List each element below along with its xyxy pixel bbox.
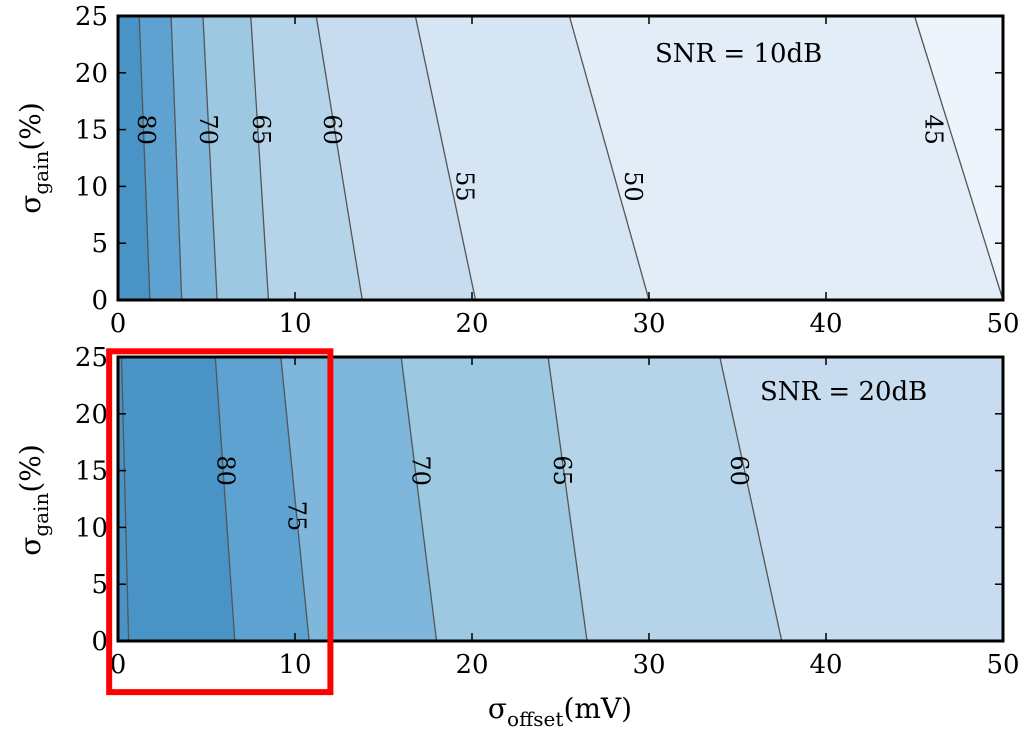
x-tick-label: 0 — [110, 309, 127, 339]
top-plot-frame — [116, 14, 1005, 302]
contour-line-65 — [547, 356, 588, 642]
y-tick-label: 0 — [91, 286, 108, 316]
contour-label: 50 — [619, 171, 647, 202]
y-tick-label: 10 — [75, 172, 108, 202]
y-tick-label: 25 — [75, 343, 108, 373]
x-tick-label: 30 — [632, 309, 665, 339]
contour-label: 75 — [283, 501, 311, 532]
x-tick-label: 10 — [278, 650, 311, 680]
contour-line-60 — [250, 15, 270, 301]
x-tick-label: 0 — [110, 650, 127, 680]
x-tick-label: 20 — [455, 650, 488, 680]
contour-line-70 — [400, 356, 438, 642]
x-tick-label: 50 — [986, 650, 1019, 680]
y-tick-label: 15 — [75, 116, 108, 146]
contour-line-80 — [214, 356, 236, 642]
contour-label: 70 — [194, 114, 222, 145]
x-axis-title: σoffset(mV) — [488, 692, 632, 731]
contour-label: 60 — [318, 114, 346, 145]
y-tick-label: 20 — [75, 59, 108, 89]
contour-line-60 — [719, 356, 783, 642]
contour-line-50 — [414, 15, 477, 301]
y-tick-label: 0 — [91, 627, 108, 657]
contour-label: 55 — [451, 171, 479, 202]
contour-line-45 — [568, 15, 650, 301]
y-tick-label: 5 — [91, 229, 108, 259]
contour-label: 80 — [132, 114, 160, 145]
contour-label: 65 — [548, 455, 576, 486]
x-tick-label: 50 — [986, 309, 1019, 339]
x-tick-label: 20 — [455, 309, 488, 339]
highlight-box — [106, 348, 334, 696]
contour-label: 80 — [212, 455, 240, 486]
y-tick-label: 5 — [91, 570, 108, 600]
bottom-y-axis-title: σgain(%) — [14, 444, 53, 556]
top-y-axis-title: σgain(%) — [14, 102, 53, 214]
contour-line-55 — [315, 15, 363, 301]
top-contour-panel: 80 70 65 60 55 50 45 0 10 20 30 40 50 0 5 10 15 20 25 SNR… — [14, 2, 1020, 339]
y-tick-label: 25 — [75, 2, 108, 32]
contour-line-edge — [913, 15, 1004, 301]
contour-line-80 — [138, 15, 151, 301]
contour-line-65 — [202, 15, 218, 301]
x-tick-label: 30 — [632, 650, 665, 680]
contour-label: 70 — [406, 455, 434, 486]
contour-line-edge — [120, 356, 130, 642]
contour-band-80 — [118, 357, 235, 641]
x-tick-label: 40 — [809, 309, 842, 339]
contour-label: 60 — [725, 455, 753, 486]
bottom-contour-panel: 80 75 70 65 60 0 10 20 30 40 50 0 5 10 15 20 25 SNR = 2… — [14, 343, 1020, 731]
y-tick-label: 10 — [75, 513, 108, 543]
bottom-plot-frame — [116, 355, 1005, 643]
contour-line-75 — [280, 356, 310, 642]
y-tick-label: 20 — [75, 400, 108, 430]
bottom-annotation: SNR = 20dB — [760, 377, 927, 407]
contour-line-70 — [170, 15, 183, 301]
y-tick-label: 15 — [75, 457, 108, 487]
x-tick-label: 40 — [809, 650, 842, 680]
top-annotation: SNR = 10dB — [655, 39, 822, 69]
contour-label: 45 — [920, 114, 948, 145]
contour-label: 65 — [247, 114, 275, 145]
x-tick-label: 10 — [278, 309, 311, 339]
